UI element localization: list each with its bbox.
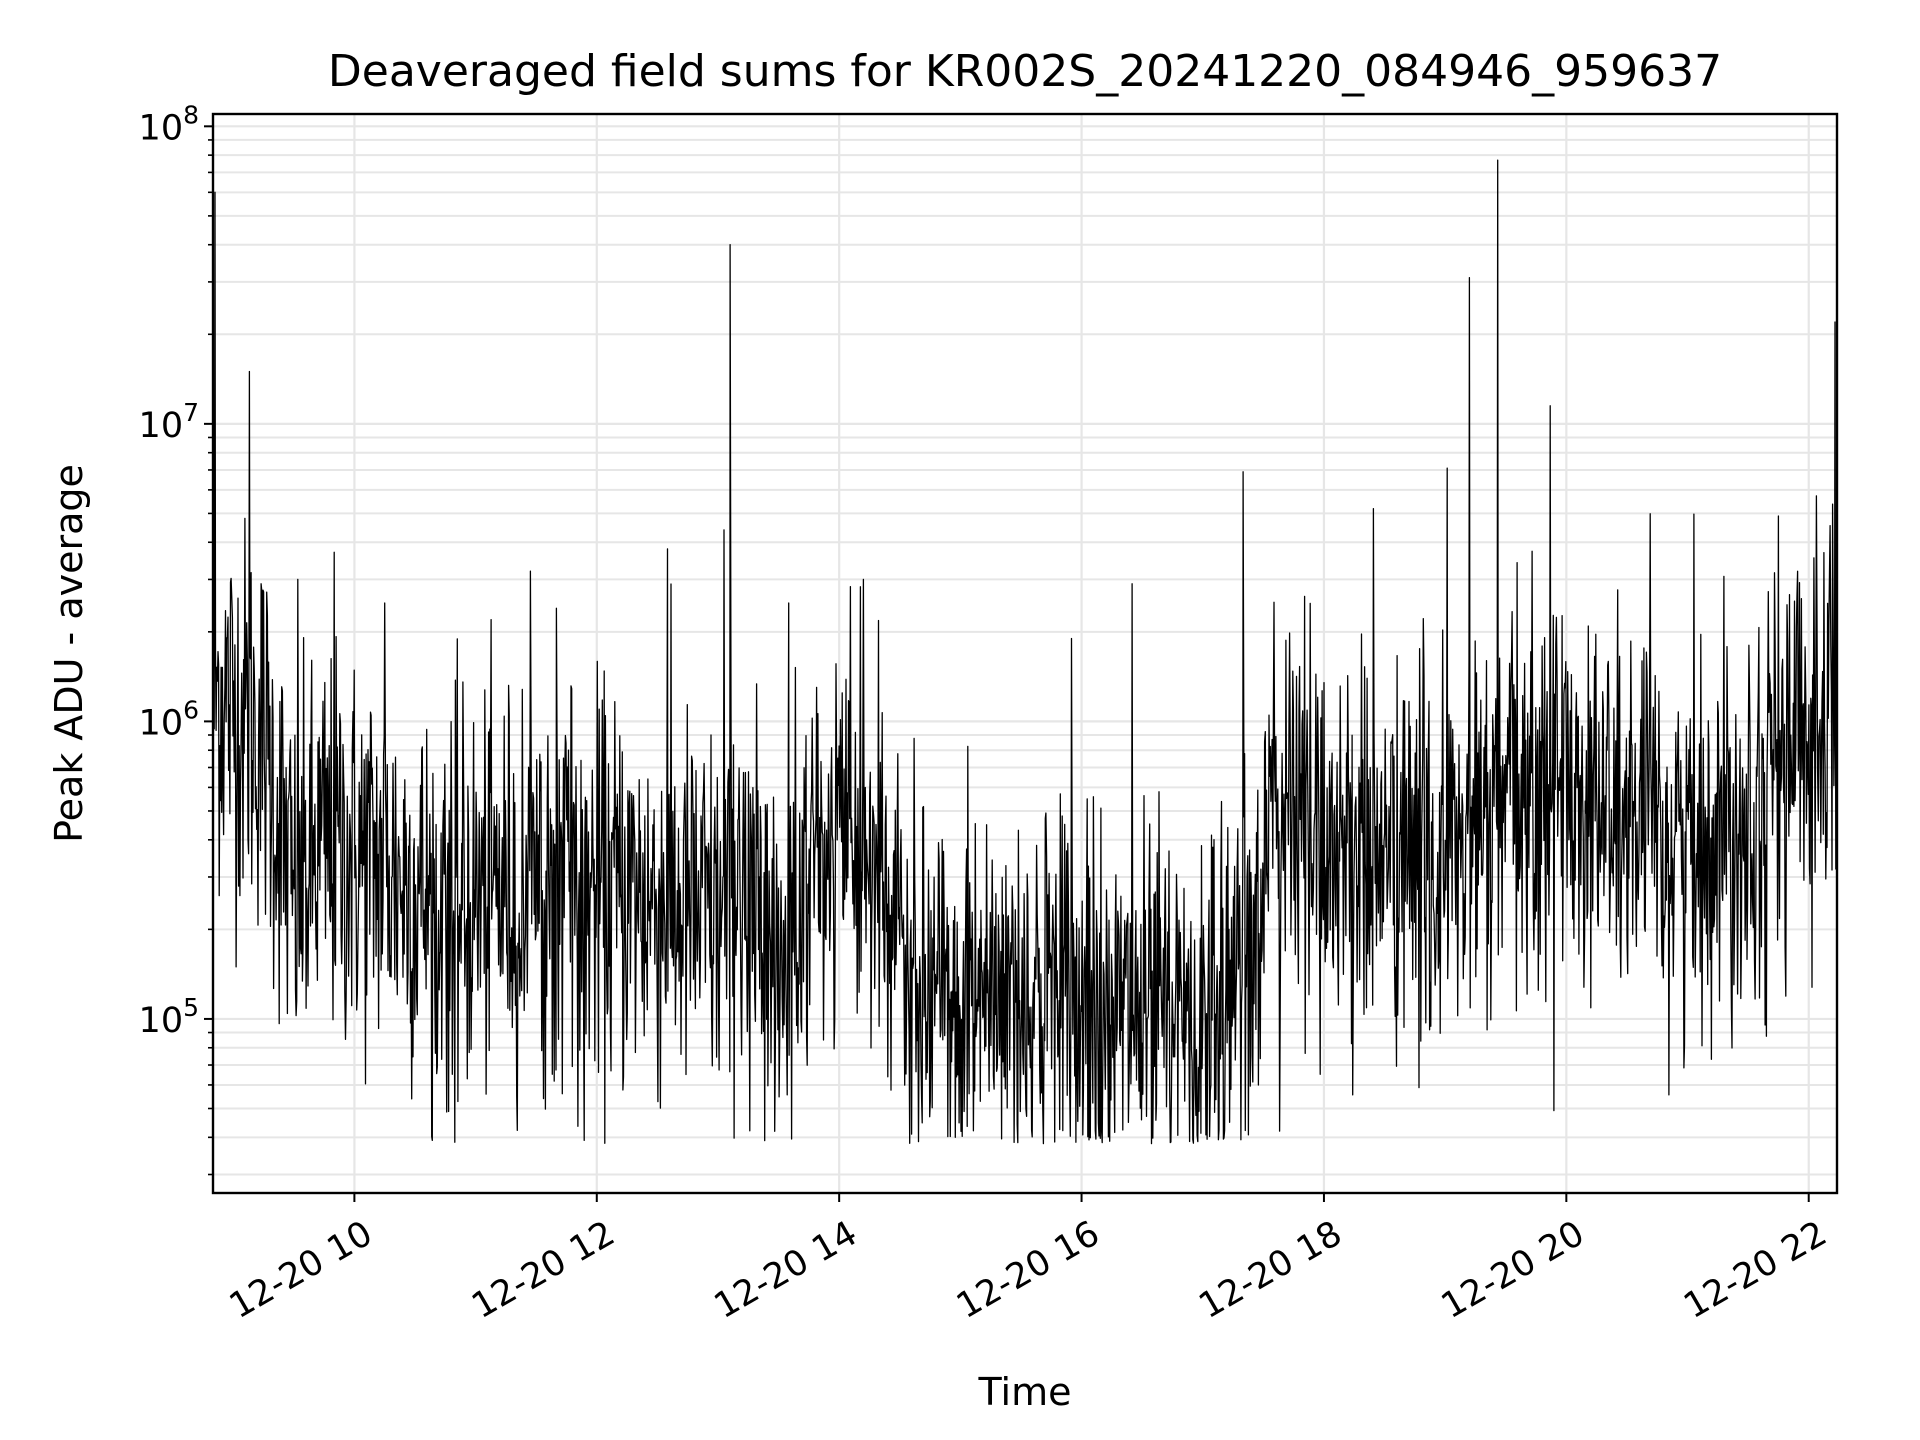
y-axis-label: Peak ADU - average [47,464,91,843]
x-axis-label: Time [978,1370,1072,1414]
chart-title: Deaveraged field sums for KR002S_2024122… [328,46,1722,97]
series-line [212,159,1838,1145]
y-tick-label: 108 [139,100,199,148]
y-tick-label: 107 [139,398,199,446]
y-tick-label: 106 [139,695,199,743]
plot-frame [211,112,1839,1195]
series-layer [212,159,1838,1145]
y-tick-label: 105 [139,993,199,1041]
